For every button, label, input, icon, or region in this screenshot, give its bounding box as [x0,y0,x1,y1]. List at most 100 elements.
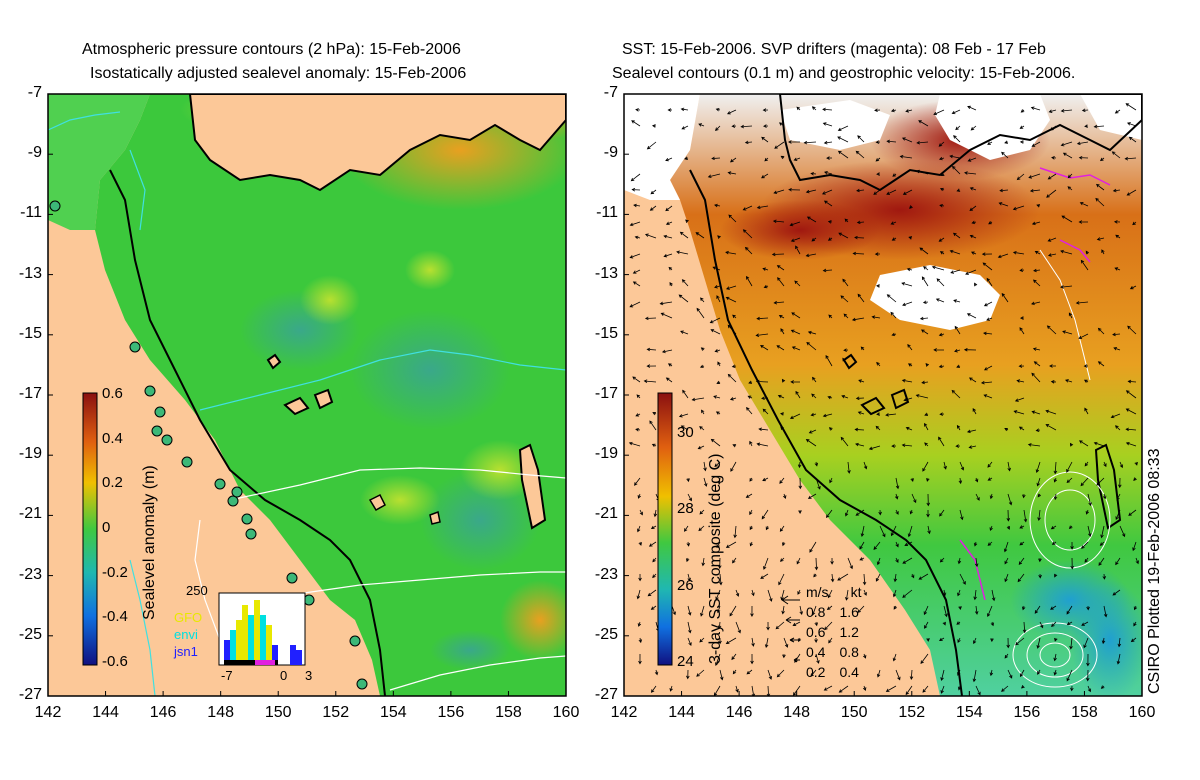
velocity-arrow [652,412,657,416]
velocity-arrow [863,589,867,596]
y-tick-label-right: -7 [603,84,618,101]
velocity-arrow [725,637,737,645]
velocity-arrow [644,233,657,239]
velocity-arrow [1004,573,1009,583]
velocity-legend-row: 0.2 0.4 [806,662,861,682]
x-tick-label-right: 154 [955,704,983,721]
velocity-arrow [837,136,849,143]
velocity-arrow [698,123,705,127]
velocity-arrow [653,509,658,518]
velocity-arrow [633,203,641,208]
velocity-arrow [1126,189,1137,196]
velocity-arrow [1085,509,1090,515]
velocity-arrow [874,108,881,113]
velocity-arrow [780,328,785,335]
velocity-arrow [959,509,964,521]
velocity-arrow [827,395,833,400]
velocity-arrow [1021,605,1026,611]
velocity-legend-row: 0.8 1.6 [806,602,861,622]
velocity-arrow [953,299,961,303]
velocity-arrow [971,220,977,225]
colorbar-tick-label: 0.6 [102,385,123,402]
velocity-arrow [875,140,881,144]
velocity-arrow [1075,301,1089,305]
x-tick-label-left: 156 [437,704,465,721]
velocity-arrow [876,284,881,288]
left-title-line1: Atmospheric pressure contours (2 hPa): 1… [82,41,461,58]
velocity-arrow [901,137,913,143]
velocity-arrow [895,557,899,563]
velocity-arrow [1100,685,1105,689]
right-map [624,94,1142,696]
velocity-arrow [857,605,865,614]
velocity-arrow [828,427,833,431]
velocity-arrow [733,525,737,539]
velocity-arrow [631,187,641,192]
velocity-arrow [1007,461,1011,472]
velocity-arrow [691,397,705,402]
velocity-arrow [697,445,705,450]
velocity-arrow [731,653,737,661]
velocity-arrow [1006,637,1010,649]
velocity-arrow [749,525,753,531]
velocity-arrow [1006,525,1011,530]
velocity-legend-row: 0.6 1.2 [806,622,861,642]
velocity-arrow [1027,443,1041,447]
left-map [48,94,566,696]
velocity-arrow [732,557,737,564]
velocity-arrow [1125,427,1137,432]
y-tick-label-right: -25 [594,625,618,643]
velocity-arrow [893,573,898,583]
velocity-arrow [1102,493,1107,500]
velocity-arrow [1085,250,1090,255]
velocity-arrow [795,245,801,255]
x-tick-label-left: 142 [34,704,62,721]
velocity-arrow [652,573,657,579]
velocity-arrow [807,330,817,335]
velocity-arrow [1020,109,1025,113]
velocity-arrow [714,461,721,468]
velocity-arrow [989,525,993,532]
velocity-arrow [680,425,689,431]
velocity-arrow [1061,215,1073,223]
velocity-arrow [1050,525,1057,530]
velocity-arrow [648,541,657,547]
velocity-arrow [629,253,641,259]
velocity-arrow [857,293,865,303]
velocity-arrow [1054,573,1058,578]
velocity-arrow [719,669,724,681]
velocity-arrow [1095,197,1105,207]
velocity-arrow [788,140,801,144]
velocity-arrow [875,157,881,162]
velocity-arrow [1115,509,1121,521]
velocity-arrow [975,685,981,696]
velocity-arrow [815,477,821,490]
velocity-arrow [814,621,818,627]
velocity-arrow [910,477,914,483]
velocity-arrow [1083,637,1089,649]
velocity-arrow [1031,372,1041,383]
velocity-arrow [701,409,705,415]
velocity-arrow [1046,325,1057,335]
velocity-arrow [907,363,913,367]
velocity-legend-ms: 0.4 [806,644,826,660]
velocity-arrow [837,150,849,159]
velocity-arrow [717,477,722,485]
velocity-arrow [780,426,785,431]
velocity-arrow [916,140,929,145]
velocity-arrow [936,278,945,287]
velocity-arrow [1054,637,1058,642]
velocity-arrow [843,313,849,319]
velocity-legend-row: 0.4 0.8 [806,642,861,662]
velocity-arrow [1128,136,1137,143]
velocity-arrow [1133,605,1138,611]
velocity-arrow [975,493,980,501]
velocity-arrow [792,621,801,626]
velocity-arrow [892,653,897,662]
velocity-arrow [956,364,961,368]
velocity-arrow [974,605,979,615]
velocity-arrow [1078,155,1089,160]
velocity-arrow [727,373,737,383]
velocity-arrow [1115,234,1121,239]
velocity-arrow [1019,669,1025,678]
